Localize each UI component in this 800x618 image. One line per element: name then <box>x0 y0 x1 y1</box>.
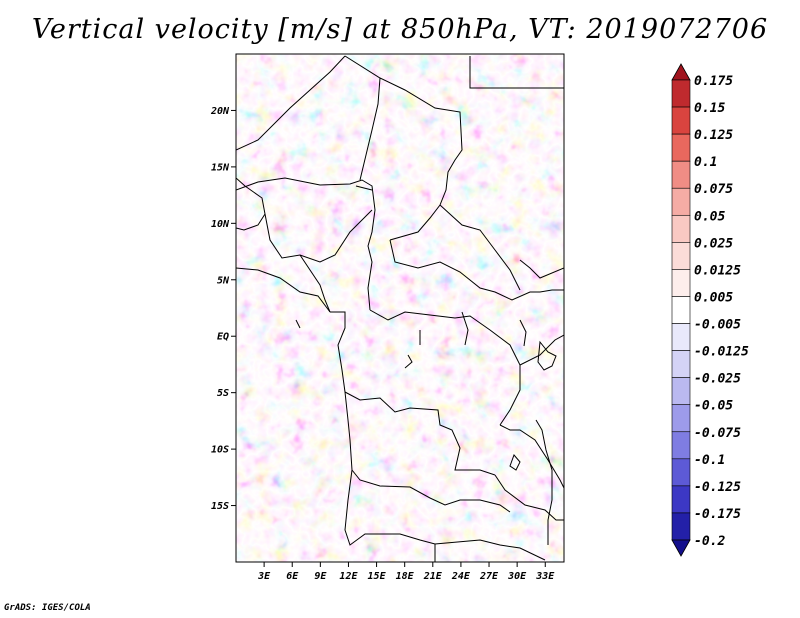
colorbar-segment <box>671 106 691 135</box>
lat-tick-label: 10N <box>211 219 230 230</box>
colorbar-segment <box>671 458 691 487</box>
colorbar-label: -0.125 <box>694 480 741 495</box>
colorbar-segment <box>671 404 691 433</box>
lon-tick-label: 15E <box>368 571 387 582</box>
colorbar-segment <box>671 187 691 216</box>
colorbar-segment <box>671 269 691 297</box>
lat-tick-label: EQ <box>217 332 229 343</box>
lat-tick-label: 5S <box>217 388 229 399</box>
grads-credit: GrADS: IGES/COLA <box>4 603 91 613</box>
colorbar-label: 0.0125 <box>694 263 741 278</box>
lon-tick-label: 12E <box>339 571 358 582</box>
colorbar-segment <box>671 79 691 108</box>
velocity-field <box>236 54 564 562</box>
colorbar-segment <box>671 242 691 270</box>
colorbar-segment <box>671 431 691 460</box>
colorbar-segment <box>671 214 691 243</box>
lon-tick-label: 27E <box>479 571 499 582</box>
latitude-axis: 20N 15N 10N 5N EQ 5S 10S 15S <box>210 106 236 512</box>
colorbar-label: -0.175 <box>694 507 741 522</box>
colorbar-label: 0.075 <box>694 182 733 197</box>
colorbar-label: -0.1 <box>694 453 725 468</box>
lat-tick-label: 10S <box>211 445 229 456</box>
longitude-axis: 3E 6E 9E 12E 15E 18E 21E 24E 27E 30E 33E <box>257 562 555 582</box>
colorbar-segment <box>671 512 691 541</box>
colorbar-label: 0.125 <box>694 128 733 143</box>
colorbar: 0.175 0.15 0.125 0.1 0.075 0.05 0.025 0.0125 0.0… <box>671 63 749 557</box>
lon-tick-label: 33E <box>535 571 555 582</box>
lon-tick-label: 24E <box>451 571 471 582</box>
colorbar-segment <box>671 296 691 324</box>
colorbar-segment <box>671 133 691 162</box>
lat-tick-label: 15N <box>211 162 230 173</box>
colorbar-segment <box>671 350 691 378</box>
colorbar-label: 0.005 <box>694 290 733 305</box>
colorbar-label: 0.15 <box>694 101 725 116</box>
lon-tick-label: 21E <box>423 571 443 582</box>
lon-tick-label: 3E <box>257 571 271 582</box>
colorbar-segment <box>671 160 691 189</box>
colorbar-label: -0.025 <box>694 372 741 387</box>
lon-tick-label: 18E <box>396 571 415 582</box>
colorbar-label: -0.05 <box>694 399 733 414</box>
colorbar-label: 0.025 <box>694 236 733 251</box>
colorbar-label: -0.2 <box>694 534 725 549</box>
lat-tick-label: 5N <box>217 275 230 286</box>
colorbar-label: 0.1 <box>694 155 717 170</box>
colorbar-label: 0.175 <box>694 74 733 89</box>
colorbar-label: -0.005 <box>694 318 741 333</box>
lon-tick-label: 9E <box>314 571 327 582</box>
colorbar-segment <box>671 485 691 514</box>
lon-tick-label: 30E <box>507 571 527 582</box>
colorbar-label: 0.05 <box>694 209 725 224</box>
lon-tick-label: 6E <box>286 571 299 582</box>
colorbar-cap-bottom <box>671 539 691 557</box>
plot-frame <box>235 53 565 563</box>
colorbar-label: -0.0125 <box>694 345 749 360</box>
country-boundaries <box>236 55 564 562</box>
lat-tick-label: 20N <box>210 106 230 117</box>
colorbar-segment <box>671 377 691 406</box>
lat-tick-label: 15S <box>211 501 229 512</box>
map-title: Vertical velocity [m/s] at 850hPa, VT: 2… <box>31 14 769 45</box>
colorbar-segment <box>671 323 691 351</box>
colorbar-cap-top <box>671 63 691 81</box>
colorbar-label: -0.075 <box>694 426 741 441</box>
